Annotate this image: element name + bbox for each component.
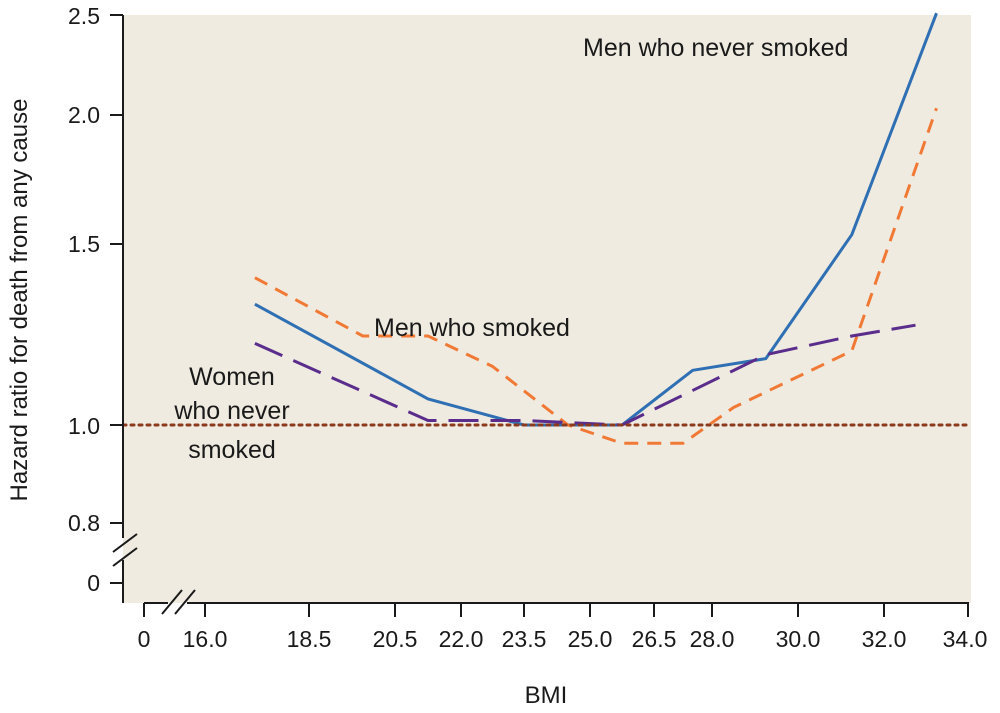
x-tick-label: 28.0 bbox=[690, 626, 735, 652]
annotation-women-never-smoked-line1: Women bbox=[189, 363, 275, 391]
x-tick-label: 0 bbox=[138, 626, 151, 652]
x-tick-label: 32.0 bbox=[862, 626, 907, 652]
x-tick-label: 20.5 bbox=[373, 626, 418, 652]
y-tick-label: 1.5 bbox=[68, 231, 100, 257]
x-tick-label: 16.0 bbox=[183, 626, 228, 652]
x-tick-label: 25.0 bbox=[568, 626, 613, 652]
x-tick-labels: 0 16.0 18.5 20.5 22.0 23.5 25.0 26.5 28.… bbox=[138, 626, 988, 652]
x-tick-label: 34.0 bbox=[943, 626, 988, 652]
annotation-men-never-smoked: Men who never smoked bbox=[583, 34, 848, 62]
x-tick-label: 30.0 bbox=[776, 626, 821, 652]
series-line-men-smoked bbox=[254, 107, 938, 445]
annotation-women-never-smoked-line2: who never bbox=[173, 397, 289, 425]
x-tick-label: 22.0 bbox=[439, 626, 484, 652]
x-tick-label: 26.5 bbox=[632, 626, 677, 652]
y-tick-labels: 0 0.8 1.0 1.5 2.0 2.5 bbox=[68, 3, 100, 596]
y-axis-title: Hazard ratio for death from any cause bbox=[6, 99, 33, 502]
x-axis-title: BMI bbox=[525, 682, 568, 709]
y-tick-label: 0.8 bbox=[68, 510, 100, 536]
x-axis-break-mark bbox=[174, 589, 196, 615]
axes-layer bbox=[110, 14, 969, 617]
y-tick-label: 2.0 bbox=[68, 102, 100, 128]
y-tick-label: 1.0 bbox=[68, 413, 100, 439]
annotation-men-smoked: Men who smoked bbox=[374, 314, 570, 342]
series-layer bbox=[121, 12, 970, 445]
x-tick-label: 18.5 bbox=[287, 626, 332, 652]
y-tick-label: 2.5 bbox=[68, 3, 100, 29]
annotation-women-never-smoked-line3: smoked bbox=[188, 436, 276, 464]
y-axis-break-mark bbox=[112, 547, 138, 567]
x-axis-break-mark bbox=[161, 589, 183, 615]
plot-background bbox=[123, 15, 971, 603]
y-axis-break-mark bbox=[112, 533, 138, 553]
series-line-men-never-smoked bbox=[254, 12, 938, 427]
y-tick-label: 0 bbox=[87, 570, 100, 596]
x-tick-label: 23.5 bbox=[502, 626, 547, 652]
